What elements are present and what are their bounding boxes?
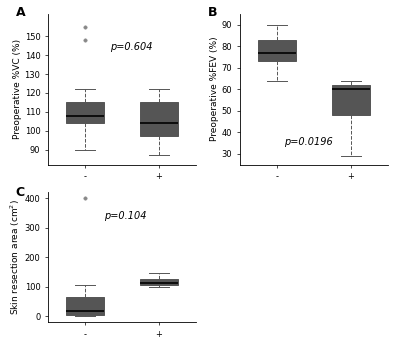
Y-axis label: Preoperative %VC (%): Preoperative %VC (%) [13,39,22,139]
PathPatch shape [66,297,104,315]
Text: p=0.604: p=0.604 [110,42,153,52]
Text: A: A [16,6,25,19]
PathPatch shape [140,102,178,136]
PathPatch shape [66,102,104,123]
Y-axis label: Preoperative %FEV (%): Preoperative %FEV (%) [210,37,219,142]
Text: p=0.0196: p=0.0196 [284,137,333,147]
PathPatch shape [258,39,296,61]
Text: p=0.104: p=0.104 [104,211,147,221]
PathPatch shape [332,85,370,115]
Y-axis label: Skin resection area (cm$^2$): Skin resection area (cm$^2$) [8,199,22,315]
Text: B: B [208,6,217,19]
PathPatch shape [140,280,178,285]
Text: C: C [16,186,24,199]
